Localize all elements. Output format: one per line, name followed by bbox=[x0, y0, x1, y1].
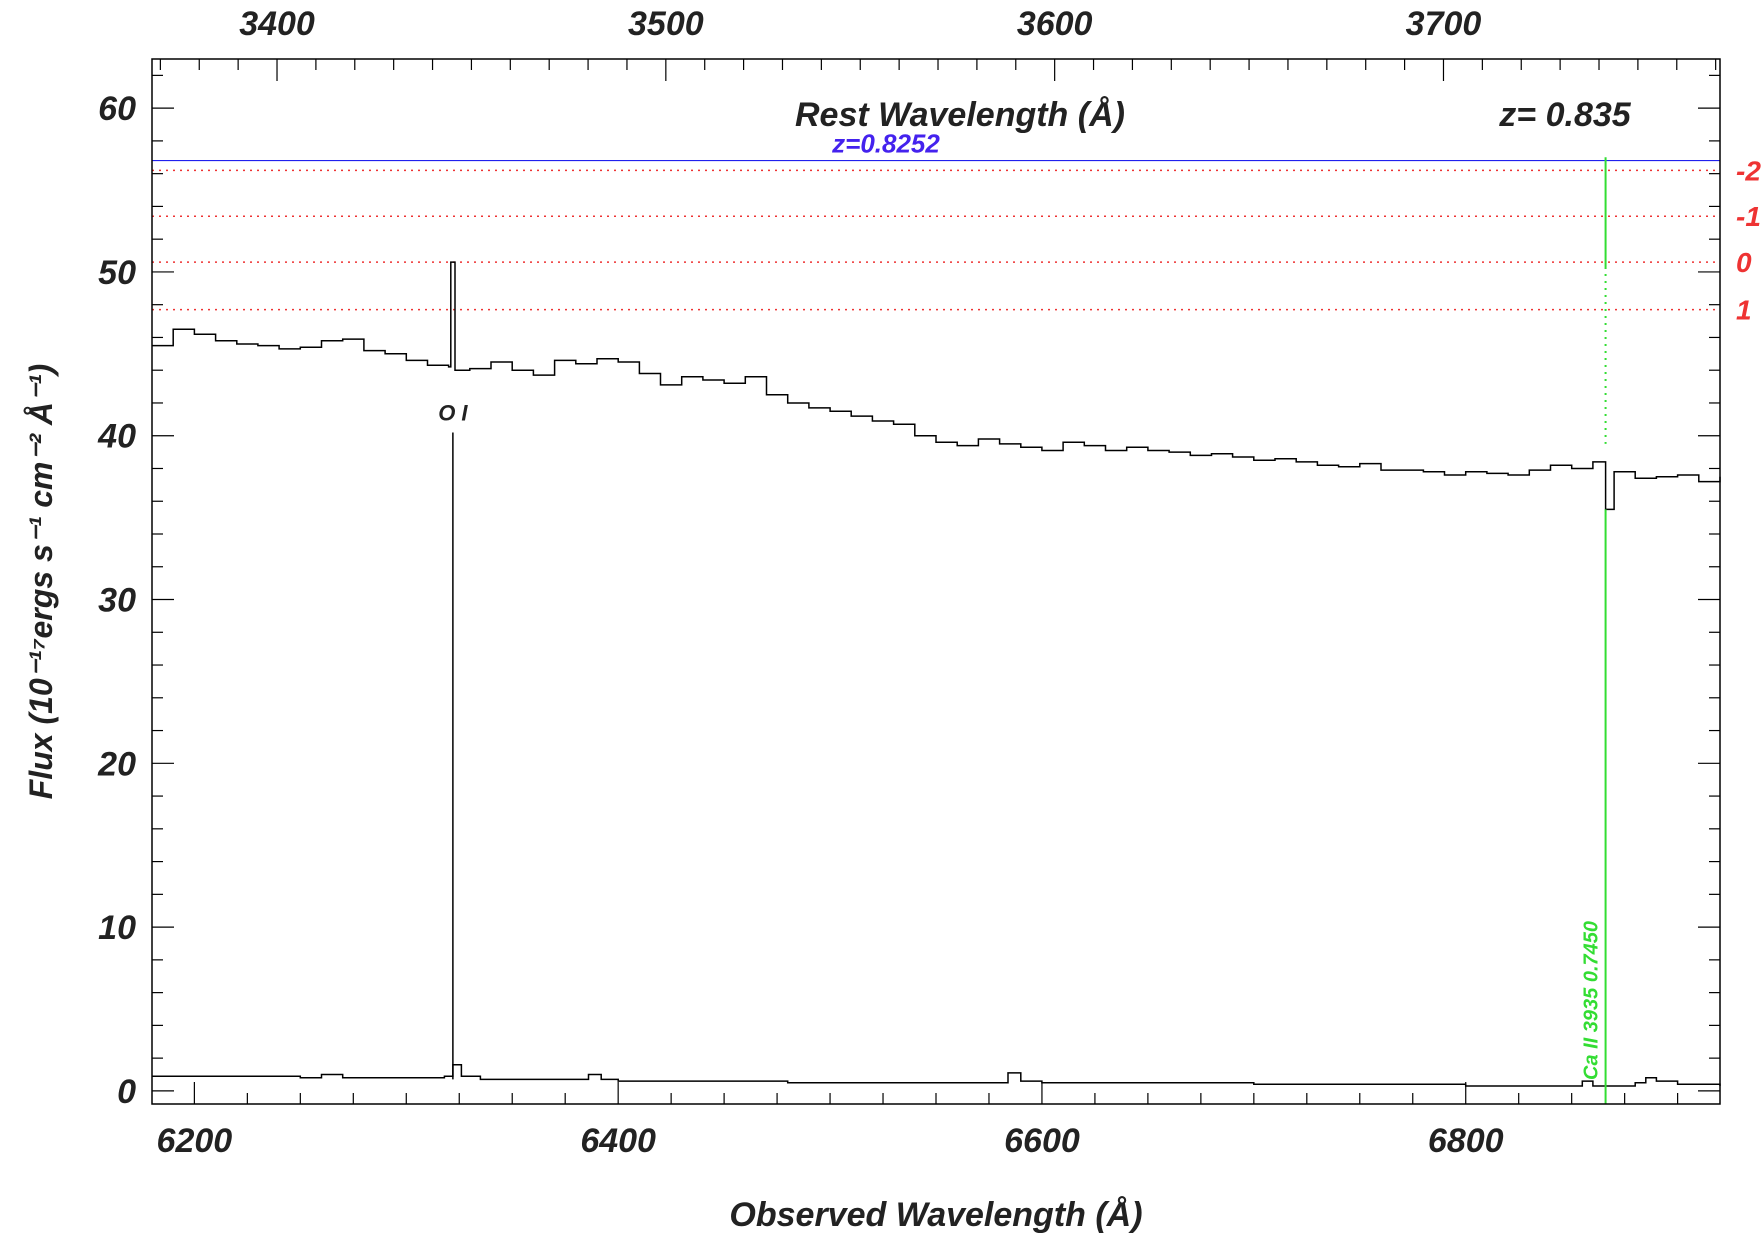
x-tick-label: 6800 bbox=[1428, 1122, 1504, 1160]
top-axis-title: Rest Wavelength (Å) bbox=[795, 96, 1125, 134]
x-tick-label: 6400 bbox=[580, 1122, 656, 1160]
x2-tick-label: 3500 bbox=[628, 5, 704, 43]
y-tick-label: 20 bbox=[97, 745, 136, 783]
spectrum-series bbox=[152, 1063, 1721, 1087]
y-tick-label: 30 bbox=[98, 582, 136, 620]
x-tick-label: 6600 bbox=[1004, 1122, 1080, 1160]
reference-label: 0 bbox=[1736, 247, 1752, 278]
reference-label: 1 bbox=[1736, 295, 1752, 326]
ca-label: Ca II 3935 0.7450 bbox=[1581, 921, 1603, 1080]
axis-ticks bbox=[152, 59, 1720, 1104]
y-tick-label: 10 bbox=[98, 909, 136, 947]
y-tick-label: 60 bbox=[98, 90, 136, 128]
y-tick-label: 50 bbox=[98, 254, 136, 292]
reference-label: -2 bbox=[1736, 155, 1761, 186]
x2-tick-label: 3400 bbox=[239, 5, 315, 43]
y-axis-title: Flux (10⁻¹⁷ergs s⁻¹ cm⁻² Å⁻¹) bbox=[23, 364, 59, 799]
spectrum-series bbox=[152, 261, 1721, 511]
system-label: z=0.8252 bbox=[831, 129, 940, 159]
line-marks: O I Ca II 3935 0.7450 bbox=[438, 157, 1607, 1104]
reference-lines bbox=[152, 169, 1720, 311]
x2-tick-label: 3600 bbox=[1017, 5, 1093, 43]
x-tick-label: 6200 bbox=[157, 1122, 233, 1160]
oi-label: O I bbox=[438, 400, 468, 425]
y-tick-label: 0 bbox=[117, 1073, 136, 1111]
reference-labels: -2 -1 0 1 bbox=[1736, 155, 1761, 325]
x-axis-title: Observed Wavelength (Å) bbox=[729, 1196, 1142, 1234]
series-layer bbox=[152, 261, 1721, 1087]
x2-tick-label: 3700 bbox=[1406, 5, 1482, 43]
reference-label: -1 bbox=[1736, 201, 1761, 232]
redshift-label: z= 0.835 bbox=[1498, 96, 1631, 134]
y-tick-label: 40 bbox=[97, 418, 136, 456]
tick-labels: 6200 6400 6600 6800 3400 3500 3600 3700 0 10 20 30 4… bbox=[97, 5, 1503, 1160]
